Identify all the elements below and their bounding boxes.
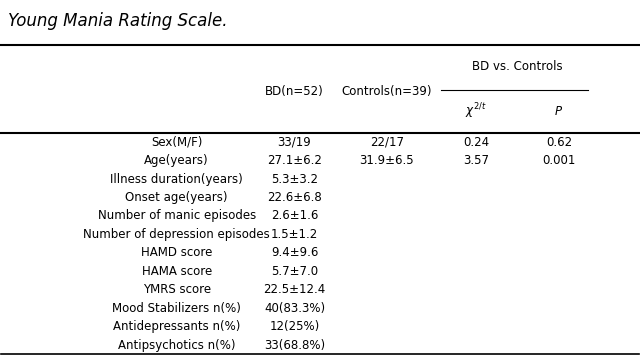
- Text: 3.57: 3.57: [463, 154, 489, 167]
- Text: HAMA score: HAMA score: [141, 265, 212, 278]
- Text: 5.7±7.0: 5.7±7.0: [271, 265, 318, 278]
- Text: 33(68.8%): 33(68.8%): [264, 339, 325, 352]
- Text: 22.6±6.8: 22.6±6.8: [267, 191, 322, 204]
- Text: Mood Stabilizers n(%): Mood Stabilizers n(%): [112, 302, 241, 315]
- Text: 1.5±1.2: 1.5±1.2: [271, 228, 318, 241]
- Text: $\chi^{2/t}$: $\chi^{2/t}$: [465, 101, 487, 121]
- Text: 0.001: 0.001: [542, 154, 575, 167]
- Text: 0.24: 0.24: [463, 136, 489, 148]
- Text: 40(83.3%): 40(83.3%): [264, 302, 325, 315]
- Text: 27.1±6.2: 27.1±6.2: [267, 154, 322, 167]
- Text: BD(n=52): BD(n=52): [265, 85, 324, 98]
- Text: 9.4±9.6: 9.4±9.6: [271, 246, 318, 260]
- Text: Number of manic episodes: Number of manic episodes: [97, 209, 256, 223]
- Text: 22/17: 22/17: [370, 136, 404, 148]
- Text: Onset age(years): Onset age(years): [125, 191, 228, 204]
- Text: 0.62: 0.62: [546, 136, 572, 148]
- Text: HAMD score: HAMD score: [141, 246, 212, 260]
- Text: 33/19: 33/19: [278, 136, 312, 148]
- Text: Antipsychotics n(%): Antipsychotics n(%): [118, 339, 236, 352]
- Text: BD vs. Controls: BD vs. Controls: [472, 60, 563, 73]
- Text: YMRS score: YMRS score: [143, 283, 211, 296]
- Text: Young Mania Rating Scale.: Young Mania Rating Scale.: [8, 12, 227, 30]
- Text: Antidepressants n(%): Antidepressants n(%): [113, 320, 240, 333]
- Text: Illness duration(years): Illness duration(years): [110, 172, 243, 185]
- Text: Age(years): Age(years): [144, 154, 209, 167]
- Text: 12(25%): 12(25%): [269, 320, 319, 333]
- Text: Controls(n=39): Controls(n=39): [342, 85, 432, 98]
- Text: 2.6±1.6: 2.6±1.6: [271, 209, 318, 223]
- Text: 5.3±3.2: 5.3±3.2: [271, 172, 318, 185]
- Text: $P$: $P$: [554, 105, 563, 118]
- Text: Sex(M/F): Sex(M/F): [151, 136, 202, 148]
- Text: 22.5±12.4: 22.5±12.4: [264, 283, 326, 296]
- Text: Number of depression episodes: Number of depression episodes: [83, 228, 270, 241]
- Text: 31.9±6.5: 31.9±6.5: [360, 154, 414, 167]
